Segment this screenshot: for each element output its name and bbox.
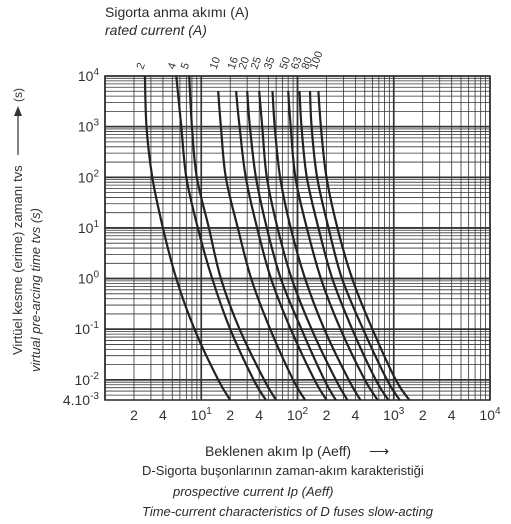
fuse-curve-80A [308, 91, 401, 401]
x-tick-label: 104 [479, 406, 501, 423]
plot-frame [104, 75, 491, 401]
y-tick-label: 100 [78, 270, 100, 287]
fuse-curve-2A [143, 75, 232, 401]
fuse-curve-25A [258, 91, 349, 401]
y-tick-label: 103 [78, 118, 100, 135]
fuse-curve-16A [235, 91, 328, 401]
chart-title-tr: Sigorta anma akımı (A) [105, 4, 249, 20]
x-axis-label-text: Beklenen akım Ip (Aeff) [205, 443, 352, 459]
plot-border [104, 75, 491, 401]
rated-current-label-4: 4 [166, 61, 179, 71]
caption-line-1: D-Sigorta buşonlarının zaman-akım karakt… [142, 463, 424, 478]
fuse-curve-63A [298, 91, 390, 401]
x-axis-label: Beklenen akım Ip (Aeff) ⟶ [205, 443, 389, 460]
x-tick-label: 2 [130, 407, 138, 423]
rated-current-label-16: 16 [226, 55, 241, 71]
x-tick-label: 4 [352, 407, 360, 423]
x-axis-arrow: ⟶ [368, 443, 390, 459]
x-tick-label: 4 [448, 407, 456, 423]
rated-current-label-25: 25 [249, 55, 264, 71]
rated-current-label-10: 10 [208, 55, 223, 71]
chart-title-en: rated current (A) [105, 22, 207, 38]
y-axis-title: Virtüel kesme (erime) zamanı tvs virtual … [10, 88, 43, 372]
tick-labels: 2 4 101 2 4 102 2 4 103 2 4 104 104 103 102 101 100 10-1 1… [63, 67, 501, 423]
x-tick-label: 2 [226, 407, 234, 423]
y-tick-label: 104 [78, 67, 100, 84]
y-axis-unit: (s) [11, 88, 25, 102]
y-tick-label: 101 [78, 219, 100, 236]
x-tick-label: 103 [383, 406, 405, 423]
x-tick-label: 4 [159, 407, 167, 423]
fuse-curve-5A [188, 75, 278, 401]
y-axis-label-tr: Virtüel kesme (erime) zamanı tvs [10, 165, 25, 355]
x-tick-label: 102 [287, 406, 309, 423]
rated-current-label-50: 50 [278, 55, 293, 71]
x-tick-label: 2 [419, 407, 427, 423]
rated-current-label-100: 100 [308, 50, 326, 71]
x-tick-label: 2 [323, 407, 331, 423]
y-axis-label-en: virtual pre-arcing time tvs (s) [28, 208, 43, 372]
x-tick-label: 4 [255, 407, 263, 423]
fuse-curve-35A [271, 91, 362, 401]
fuse-curve-10A [217, 91, 307, 401]
y-tick-label: 10-2 [75, 371, 100, 388]
rated-current-label-20: 20 [237, 55, 252, 71]
rated-current-label-2: 2 [134, 61, 147, 71]
rated-current-label-35: 35 [262, 55, 277, 71]
x-tick-label: 101 [191, 406, 213, 423]
y-tick-label: 10-1 [75, 320, 100, 337]
y-tick-label: 4.10-3 [63, 391, 100, 408]
fuse-curve-50A [287, 91, 379, 401]
fuse-curve-20A [246, 91, 337, 401]
rated-current-label-80: 80 [300, 55, 315, 71]
caption-line-2: prospective current Ip (Aeff) [173, 484, 334, 499]
rated-current-label-63: 63 [289, 55, 304, 71]
caption-line-3: Time-current characteristics of D fuses … [142, 504, 434, 519]
y-axis-arrow-head [14, 106, 22, 116]
grid-lines [104, 75, 491, 401]
fuse-curve-4A [175, 75, 267, 401]
fuse-curve-100A [317, 91, 411, 401]
rated-current-label-5: 5 [179, 61, 192, 71]
y-tick-label: 102 [78, 168, 100, 185]
